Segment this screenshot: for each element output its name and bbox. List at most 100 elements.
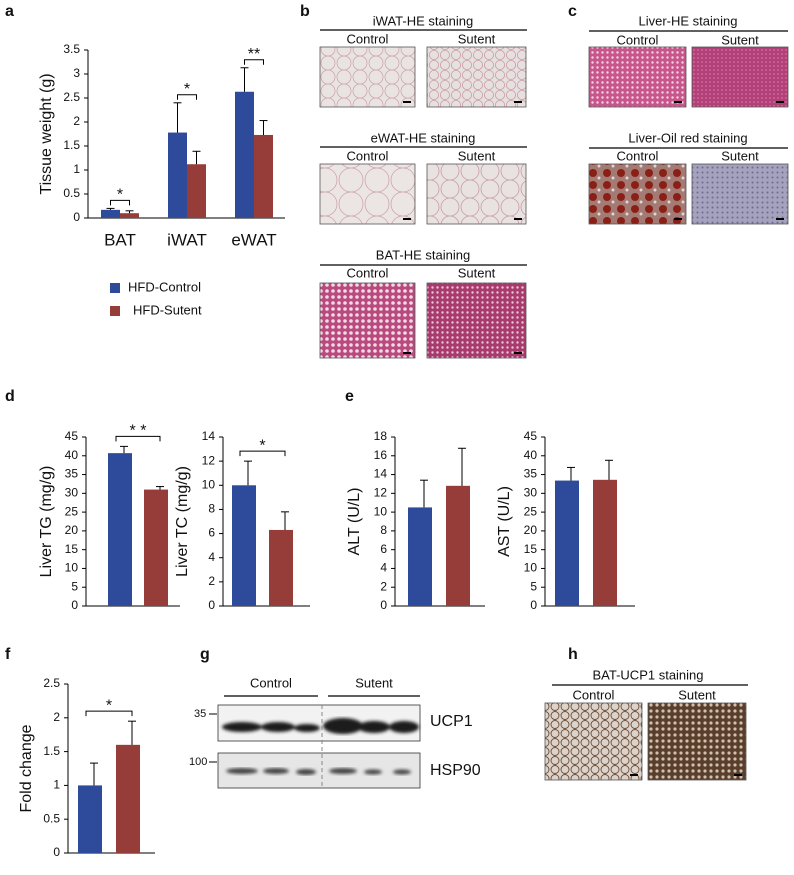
column-label: Sutent <box>458 148 496 163</box>
y-tick-label: 0 <box>530 598 537 612</box>
y-tick-label: 20 <box>524 523 538 537</box>
staining-title: eWAT-HE staining <box>371 130 476 145</box>
y-tick-label: 3.5 <box>63 42 80 56</box>
y-tick-label: 0 <box>71 598 78 612</box>
bar <box>78 785 102 853</box>
significance-label: ** <box>248 46 260 63</box>
column-label: Sutent <box>721 32 759 47</box>
y-axis-label: Liver TG (mg/g) <box>38 466 55 578</box>
blot-group: Control <box>250 675 292 690</box>
error-bar <box>244 460 252 486</box>
micrograph <box>426 46 527 108</box>
bar <box>254 134 273 218</box>
legend-label: HFD-Sutent <box>133 302 202 317</box>
y-tick-label: 6 <box>208 526 215 540</box>
error-bar <box>605 459 613 480</box>
y-tick-label: 14 <box>374 467 388 481</box>
y-tick-label: 20 <box>65 523 79 537</box>
bar <box>593 479 617 606</box>
bar <box>168 132 187 218</box>
error-bar <box>240 67 249 92</box>
y-axis-label: Liver TC (mg/g) <box>174 466 191 577</box>
y-tick-label: 8 <box>208 502 215 516</box>
micrograph <box>691 163 789 225</box>
significance-label: * <box>106 697 112 714</box>
y-tick-label: 45 <box>524 429 538 443</box>
y-tick-label: 35 <box>65 467 79 481</box>
legend-label: HFD-Control <box>128 279 201 294</box>
panel-label: e <box>345 388 354 405</box>
y-tick-label: 0 <box>380 598 387 612</box>
bar <box>555 480 579 606</box>
y-tick-label: 10 <box>202 477 216 491</box>
legend-swatch <box>110 306 120 316</box>
bar <box>187 164 206 218</box>
y-tick-label: 1 <box>53 778 60 792</box>
significance-bracket <box>110 199 130 206</box>
column-label: Control <box>617 148 659 163</box>
bar <box>408 507 432 606</box>
x-tick-label: BAT <box>104 230 136 249</box>
y-tick-label: 0 <box>208 598 215 612</box>
error-bar <box>259 120 268 135</box>
significance-bracket <box>85 710 133 717</box>
bar <box>101 209 120 218</box>
error-bar <box>458 447 466 486</box>
staining-title: BAT-UCP1 staining <box>592 667 703 682</box>
staining-title: Liver-HE staining <box>639 13 738 28</box>
x-tick-label: eWAT <box>231 230 276 249</box>
y-tick-label: 30 <box>65 486 79 500</box>
panel-label: c <box>568 3 577 20</box>
micrograph <box>588 46 687 108</box>
column-label: Sutent <box>678 687 716 702</box>
error-bar <box>128 720 136 745</box>
size-marker: 35 <box>194 708 206 720</box>
y-tick-label: 6 <box>380 542 387 556</box>
column-label: Sutent <box>458 31 496 46</box>
y-tick-label: 40 <box>65 448 79 462</box>
y-tick-label: 1.5 <box>43 744 60 758</box>
micrograph <box>588 163 687 225</box>
error-bar <box>192 150 201 165</box>
y-tick-label: 0 <box>73 210 80 224</box>
significance-bracket <box>239 450 286 457</box>
panel-label: b <box>300 3 310 20</box>
column-label: Control <box>347 31 389 46</box>
y-tick-label: 8 <box>380 523 387 537</box>
y-tick-label: 1 <box>73 162 80 176</box>
micrograph <box>691 46 789 108</box>
significance-bracket <box>115 435 161 442</box>
y-tick-label: 5 <box>71 579 78 593</box>
staining-title: Liver-Oil red staining <box>628 130 747 145</box>
y-tick-label: 30 <box>524 486 538 500</box>
western-blot: Control Sutent 35 100 UCP1 HSP90 <box>189 675 481 789</box>
error-bar <box>156 486 164 490</box>
bar <box>116 744 140 853</box>
panel-label: f <box>5 646 11 663</box>
micrograph <box>319 163 416 225</box>
column-label: Sutent <box>721 148 759 163</box>
y-tick-label: 2 <box>380 579 387 593</box>
y-tick-label: 0.5 <box>63 186 80 200</box>
micrograph <box>647 702 747 781</box>
y-tick-label: 35 <box>524 467 538 481</box>
y-tick-label: 10 <box>524 561 538 575</box>
error-bar <box>106 207 115 210</box>
significance-label: * <box>184 81 190 98</box>
significance-label: * * <box>130 423 147 440</box>
size-marker: 100 <box>189 756 207 768</box>
y-tick-label: 2.5 <box>63 90 80 104</box>
y-tick-label: 1.5 <box>63 138 80 152</box>
micrograph <box>544 702 643 781</box>
error-bar <box>420 479 428 508</box>
significance-bracket <box>177 94 197 100</box>
panel-label: g <box>200 646 210 663</box>
y-tick-label: 10 <box>374 504 388 518</box>
y-tick-label: 12 <box>374 486 388 500</box>
x-tick-label: iWAT <box>167 230 207 249</box>
y-tick-label: 0 <box>53 845 60 859</box>
column-label: Control <box>347 265 389 280</box>
y-tick-label: 15 <box>524 542 538 556</box>
y-tick-label: 2.5 <box>43 676 60 690</box>
